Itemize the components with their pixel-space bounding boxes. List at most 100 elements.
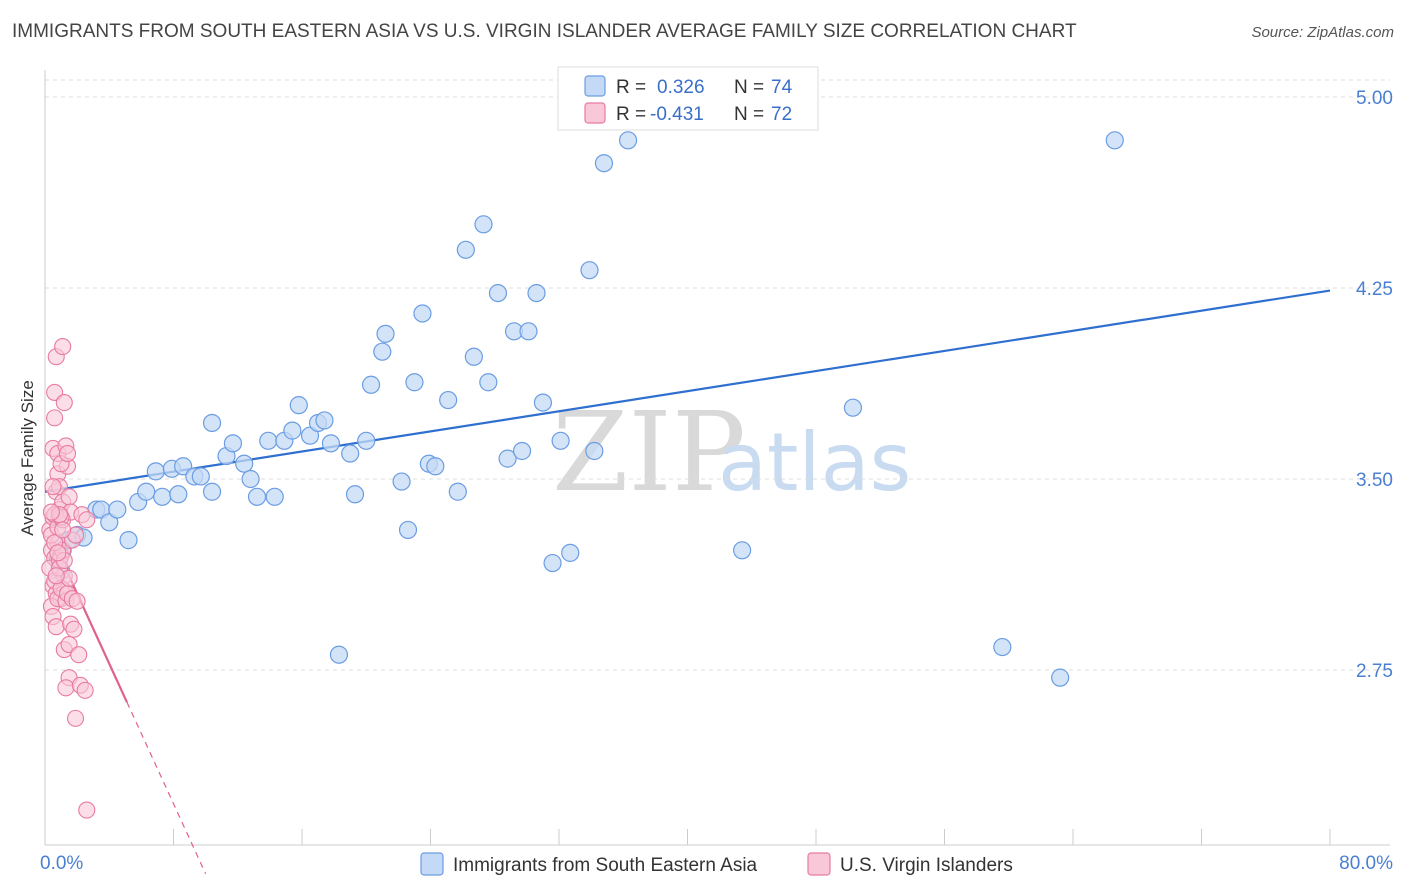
bottom-legend-label-pink: U.S. Virgin Islanders [840, 855, 1013, 876]
legend-n-label-1: N = [734, 77, 764, 98]
trend-line-pink-dashed [126, 701, 207, 874]
bottom-legend: Immigrants from South Eastern Asia U.S. … [420, 852, 1013, 876]
point-blue-19 [202, 482, 222, 501]
legend-swatch-blue [584, 75, 606, 97]
y-tick-labels: 5.00 4.25 3.50 2.75 [1356, 88, 1393, 682]
point-pink-71 [54, 521, 72, 539]
point-blue-71 [1051, 668, 1070, 687]
point-blue-37 [345, 485, 365, 504]
point-pink-56 [76, 681, 94, 699]
point-blue-57 [512, 441, 532, 461]
trend-line-blue [44, 289, 1331, 493]
point-pink-31 [60, 488, 78, 506]
point-pink-47 [65, 620, 83, 638]
point-blue-34 [321, 434, 341, 453]
point-blue-48 [439, 390, 458, 410]
point-blue-43 [398, 520, 418, 540]
watermark: ZIP atlas [552, 388, 911, 516]
point-pink-48 [68, 592, 86, 610]
point-blue-39 [361, 375, 381, 394]
point-blue-25 [247, 487, 267, 506]
point-pink-69 [58, 444, 77, 463]
legend: R = 0.326 N = 74 R = -0.431 N = 72 [557, 66, 819, 131]
point-blue-72 [1105, 131, 1124, 150]
legend-r-label-1: R = [616, 77, 646, 98]
legend-n-value-2: 72 [771, 104, 792, 125]
point-blue-66 [594, 154, 614, 173]
point-blue-18 [191, 467, 210, 486]
point-pink-21 [46, 409, 64, 427]
watermark-zip: ZIP [552, 388, 746, 516]
legend-n-value-1: 74 [771, 77, 793, 98]
x-tick-label-1: 80.0% [1339, 853, 1393, 874]
point-blue-29 [283, 421, 302, 440]
point-blue-62 [551, 431, 570, 450]
point-blue-13 [153, 487, 172, 506]
legend-swatch-pink [584, 102, 606, 124]
point-pink-27 [54, 338, 72, 356]
point-pink-53 [70, 646, 88, 664]
point-blue-64 [580, 261, 599, 280]
point-blue-53 [479, 373, 498, 392]
legend-r-label-2: R = [616, 104, 646, 125]
legend-r-value-2: -0.431 [650, 104, 704, 125]
point-blue-11 [137, 482, 156, 501]
point-pink-28 [55, 394, 73, 412]
point-blue-26 [259, 431, 278, 450]
point-blue-36 [341, 444, 360, 463]
source-credit: Source: ZipAtlas.com [1251, 24, 1394, 41]
point-blue-44 [405, 373, 424, 392]
chart-title: IMMIGRANTS FROM SOUTH EASTERN ASIA VS U.… [12, 21, 1077, 42]
point-pink-57 [78, 801, 96, 819]
point-blue-9 [119, 531, 138, 550]
point-blue-47 [426, 457, 445, 476]
y-tick-label-3: 2.75 [1356, 661, 1393, 682]
bottom-legend-label-blue: Immigrants from South Eastern Asia [453, 855, 758, 876]
point-blue-16 [174, 457, 193, 476]
point-blue-55 [498, 449, 517, 468]
point-pink-63 [78, 511, 96, 529]
x-tick-label-0: 0.0% [40, 853, 83, 874]
point-blue-49 [448, 482, 467, 501]
point-blue-20 [202, 413, 222, 433]
point-pink-55 [66, 709, 85, 727]
point-blue-69 [843, 398, 863, 417]
point-blue-27 [265, 487, 284, 506]
grid [45, 79, 1390, 671]
point-blue-61 [543, 553, 562, 573]
y-axis-label: Average Family Size [18, 380, 37, 536]
watermark-atlas: atlas [718, 416, 911, 509]
point-blue-63 [561, 543, 580, 562]
point-blue-52 [474, 215, 493, 234]
point-blue-33 [315, 411, 334, 430]
point-blue-59 [527, 283, 546, 303]
point-blue-30 [289, 396, 308, 415]
legend-n-label-2: N = [734, 104, 764, 125]
point-blue-23 [235, 454, 254, 473]
point-blue-70 [993, 637, 1012, 657]
point-blue-51 [464, 347, 483, 366]
point-blue-24 [241, 469, 260, 489]
point-blue-22 [223, 434, 243, 453]
point-blue-40 [373, 342, 392, 361]
point-blue-60 [533, 393, 553, 412]
point-pink-52 [57, 679, 75, 697]
point-pink-67 [44, 478, 62, 496]
series-us-virgin-islanders [41, 338, 96, 819]
point-blue-68 [733, 541, 752, 560]
point-blue-45 [413, 304, 432, 323]
point-pink-66 [47, 567, 65, 585]
y-tick-label-2: 3.50 [1356, 470, 1393, 491]
point-blue-15 [169, 485, 188, 504]
axes [44, 70, 1390, 846]
point-blue-54 [488, 283, 508, 303]
y-tick-label-1: 4.25 [1356, 279, 1393, 300]
x-tick-labels: 0.0% 80.0% [40, 853, 1393, 874]
point-blue-41 [376, 324, 395, 343]
bottom-legend-swatch-blue [420, 852, 444, 876]
point-blue-58 [519, 322, 538, 341]
y-tick-label-0: 5.00 [1356, 88, 1393, 109]
point-blue-8 [108, 500, 127, 519]
legend-r-value-1: 0.326 [657, 77, 705, 98]
